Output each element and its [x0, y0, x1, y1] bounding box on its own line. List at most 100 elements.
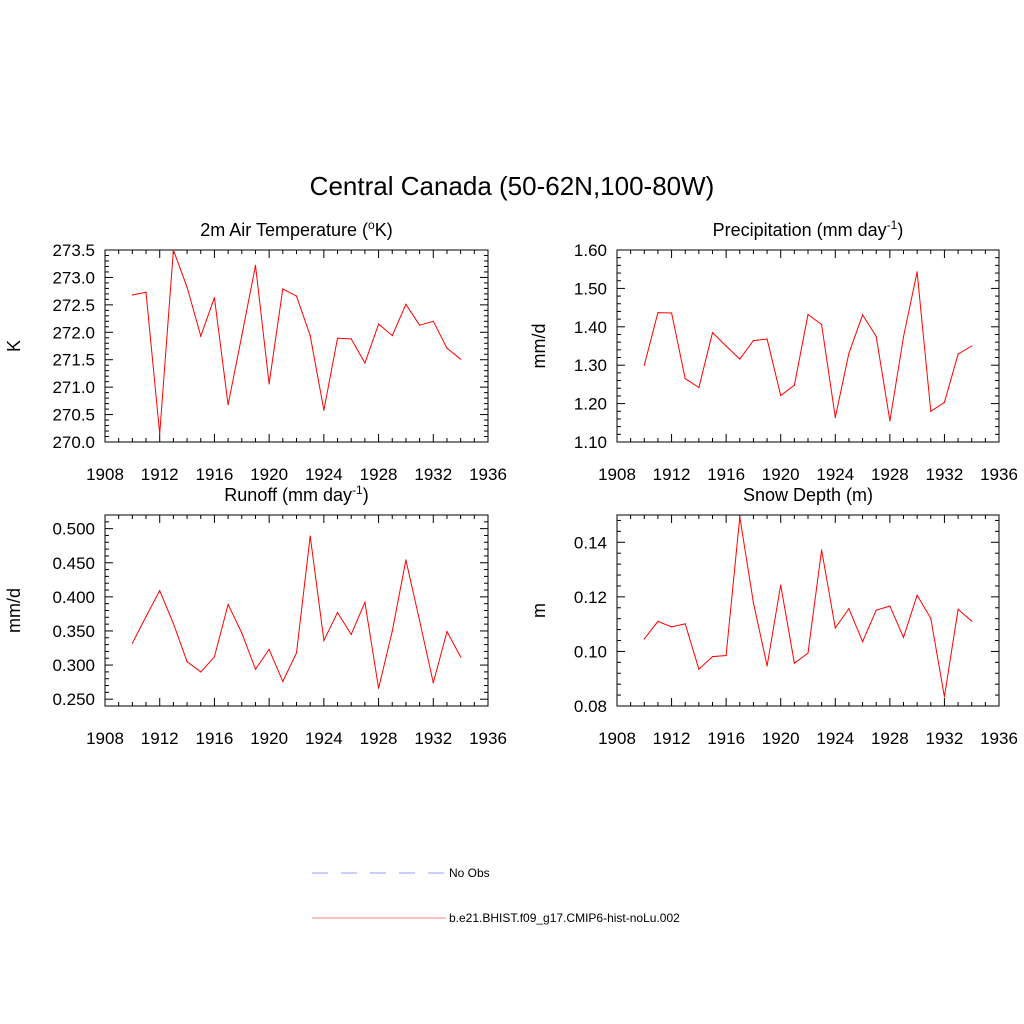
y-tick-label: 1.20	[574, 395, 607, 414]
title-text: Runoff (mm day	[224, 485, 352, 505]
runoff-title: Runoff (mm day-1)	[224, 483, 368, 505]
precipitation-data-point	[902, 336, 905, 338]
x-tick-label: 1932	[414, 729, 452, 748]
snow-depth-series-line	[643, 516, 973, 697]
runoff-data-point	[241, 632, 243, 634]
runoff-data-point	[460, 656, 462, 658]
air-temperature-data-point	[131, 294, 133, 296]
air-temperature-series-line	[132, 249, 461, 434]
x-tick-label: 1936	[469, 729, 507, 748]
panel-runoff: 1908 1912 1916 1920 1924 1928 1932 1936 0.250 0.3…	[4, 483, 507, 748]
air-temperature-title: 2m Air Temperature (oK)	[200, 218, 392, 240]
air-temperature-data-point	[309, 334, 311, 337]
title-superscript: -1	[352, 483, 363, 497]
x-tick-label: 1928	[871, 465, 909, 484]
runoff-data-point	[309, 535, 311, 537]
y-tick-label: 0.12	[574, 588, 607, 607]
y-tick-label: 1.30	[574, 356, 607, 375]
air-temperature-data-point	[282, 288, 284, 290]
precipitation-data-point	[875, 335, 877, 337]
x-tick-label: 1908	[86, 465, 124, 484]
air-temperature-data-point	[336, 337, 339, 339]
precipitation-data-point	[930, 410, 932, 412]
runoff-data-point	[172, 622, 174, 625]
runoff-data-point	[350, 633, 352, 635]
precipitation-data-point	[848, 352, 850, 354]
precipitation-series-line	[643, 271, 972, 421]
panel-snow-depth: 1908 1912 1916 1920 1924 1928 1932 1936 0.08 0.10…	[529, 485, 1018, 748]
y-tick-label: 1.60	[574, 241, 607, 260]
runoff-data-point	[227, 603, 229, 605]
snow-depth-data-point	[766, 665, 768, 667]
y-tick-label: 0.450	[52, 554, 95, 573]
runoff-ylabel: mm/d	[4, 588, 24, 633]
snow-depth-data-point	[861, 641, 864, 643]
precipitation-data-point	[916, 271, 918, 273]
y-tick-label: 0.350	[52, 622, 95, 641]
x-tick-label: 1912	[141, 729, 179, 748]
x-tick-label: 1916	[707, 465, 745, 484]
air-temperature-data-point	[405, 303, 407, 305]
precipitation-data-point	[643, 364, 645, 366]
air-temperature-data-point	[446, 347, 448, 349]
x-tick-label: 1928	[360, 729, 398, 748]
precipitation-data-point	[834, 416, 836, 419]
x-tick-label: 1932	[414, 465, 452, 484]
x-tick-label: 1936	[980, 465, 1018, 484]
x-tick-label: 1908	[598, 729, 636, 748]
runoff-data-point	[364, 601, 366, 603]
snow-depth-data-point	[916, 594, 918, 596]
air-temperature-data-point	[200, 335, 202, 337]
precipitation-data-point	[766, 338, 768, 340]
x-tick-label: 1928	[871, 729, 909, 748]
title-text-end: )	[897, 220, 903, 240]
air-temperature-data-point	[241, 334, 243, 337]
y-tick-label: 0.14	[574, 533, 607, 552]
snow-depth-plot-frame	[616, 514, 1000, 707]
x-tick-label: 1912	[141, 465, 179, 484]
runoff-data-point	[213, 656, 216, 658]
snow-depth-data-point	[957, 608, 959, 611]
air-temperature-data-point	[145, 291, 147, 293]
title-text-end: )	[363, 485, 369, 505]
snow-depth-data-point	[834, 627, 836, 629]
precipitation-data-point	[698, 386, 700, 389]
runoff-data-point	[377, 687, 380, 689]
x-tick-label: 1932	[926, 465, 964, 484]
runoff-data-point	[200, 671, 202, 673]
x-tick-label: 1912	[653, 465, 691, 484]
precipitation-data-point	[793, 384, 795, 386]
runoff-series-line	[131, 536, 462, 689]
snow-depth-title: Snow Depth (m)	[743, 485, 873, 505]
runoff-data-point	[131, 642, 133, 644]
snow-depth-data-point	[657, 620, 659, 623]
y-tick-label: 271.0	[52, 378, 95, 397]
precipitation-data-point	[657, 311, 659, 314]
x-tick-label: 1920	[250, 465, 288, 484]
x-tick-label: 1936	[980, 729, 1018, 748]
snow-depth-data-point	[684, 623, 686, 625]
precipitation-data-point	[943, 401, 946, 404]
title-text: Precipitation (mm day	[713, 220, 887, 240]
y-tick-label: 0.08	[574, 697, 607, 716]
precipitation-data-point	[889, 420, 891, 422]
runoff-data-point	[336, 611, 339, 614]
y-tick-label: 272.0	[52, 323, 95, 342]
title-text: Snow Depth (m)	[743, 485, 873, 505]
legend-label-model: b.e21.BHIST.f09_g17.CMIP6-hist-noLu.002	[449, 911, 680, 925]
runoff-data-point	[405, 559, 407, 561]
x-tick-label: 1924	[816, 465, 854, 484]
snow-depth-data-point	[943, 696, 946, 698]
x-tick-label: 1916	[707, 729, 745, 748]
snow-depth-data-point	[780, 584, 782, 586]
runoff-data-point	[323, 639, 325, 642]
y-tick-label: 1.40	[574, 318, 607, 337]
runoff-data-point	[186, 661, 188, 663]
air-temperature-plot-frame	[104, 249, 489, 443]
precipitation-data-point	[957, 353, 959, 355]
precipitation-data-point	[861, 314, 864, 316]
air-temperature-data-point	[172, 249, 174, 251]
air-temperature-data-point	[323, 409, 325, 411]
precipitation-data-point	[821, 323, 823, 326]
title-superscript: -1	[887, 218, 898, 232]
